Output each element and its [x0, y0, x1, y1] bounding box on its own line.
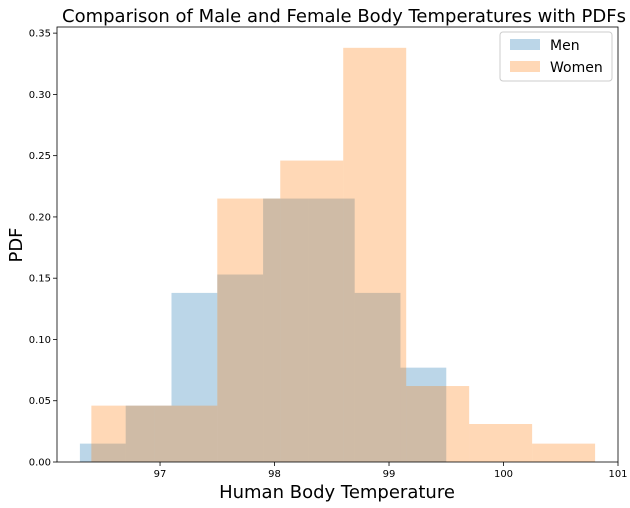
bar-women-5: [406, 386, 470, 462]
bar-men-1: [125, 405, 172, 462]
bar-women-3: [280, 160, 344, 462]
bar-men-7: [400, 367, 447, 462]
y-tick-label: 0.15: [29, 274, 51, 285]
y-tick-label: 0.05: [29, 396, 51, 407]
bar-men-6: [354, 292, 401, 462]
y-tick-label: 0.20: [29, 212, 51, 223]
y-axis-label: PDF: [6, 227, 27, 262]
legend: Men Women: [499, 31, 613, 82]
x-tick-label: 97: [154, 469, 167, 480]
legend-label-men: Men: [550, 38, 580, 54]
bar-women-7: [532, 443, 596, 462]
bar-men-0: [79, 443, 126, 462]
legend-swatch-women: [510, 61, 540, 72]
x-tick-label: 98: [268, 469, 281, 480]
bar-men-5: [308, 198, 355, 462]
y-axis-ticks: 0.00 0.05 0.10 0.15 0.20 0.25 0.30 0.35: [29, 29, 57, 469]
chart-title: Comparison of Male and Female Body Tempe…: [62, 6, 626, 27]
x-tick-label: 101: [608, 469, 627, 480]
y-tick-label: 0.30: [29, 90, 51, 101]
bar-women-2: [217, 198, 281, 462]
plot-area-frame: [56, 26, 619, 463]
bar-men-3: [217, 274, 264, 462]
x-axis-label: Human Body Temperature: [219, 482, 455, 503]
legend-swatch-men: [510, 39, 540, 50]
y-tick-label: 0.35: [29, 29, 51, 40]
bar-women-4: [343, 47, 407, 462]
bar-women-0: [91, 405, 155, 462]
bars-group: [79, 47, 596, 462]
bar-women-6: [469, 424, 533, 462]
bar-men-2: [171, 292, 218, 462]
legend-label-women: Women: [550, 60, 603, 76]
x-axis-ticks: 97 98 99 100 101: [154, 462, 628, 480]
x-tick-label: 100: [494, 469, 513, 480]
y-tick-label: 0.00: [29, 458, 51, 469]
legend-frame: [499, 31, 613, 82]
y-tick-label: 0.10: [29, 335, 51, 346]
x-tick-label: 99: [383, 469, 396, 480]
bar-men-4: [263, 198, 309, 462]
y-tick-label: 0.25: [29, 151, 51, 162]
bar-women-1: [154, 405, 218, 462]
